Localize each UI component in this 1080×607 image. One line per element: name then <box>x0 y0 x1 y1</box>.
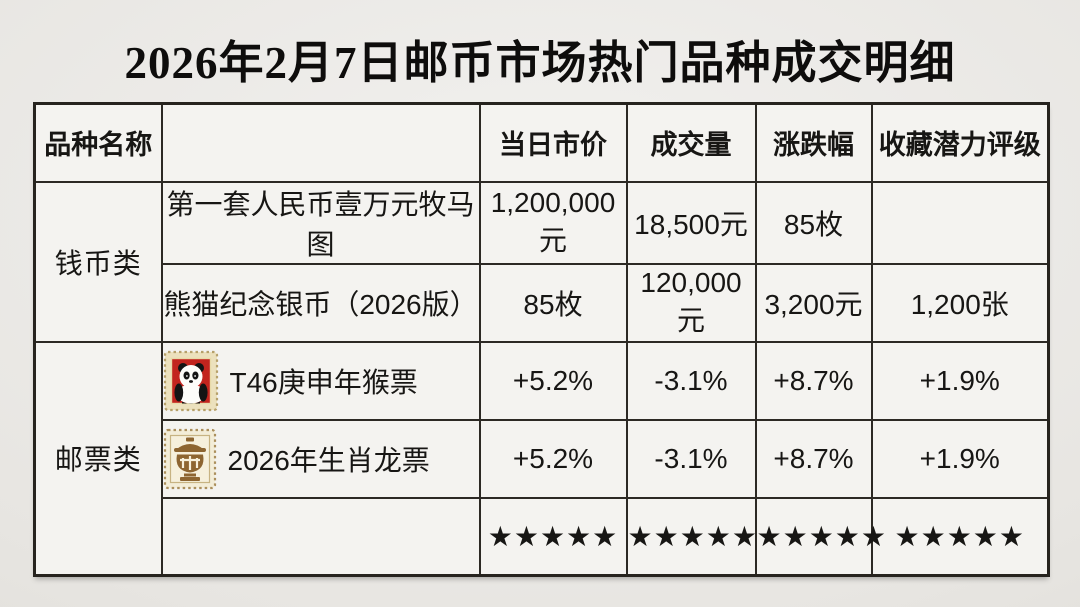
row-dragon-stamp: 2026年生肖龙票 +5.2% -3.1% +8.7% +1.9% <box>35 418 1050 499</box>
header-volume: 成交量 <box>625 102 757 183</box>
cell-change: 85枚 <box>754 180 873 265</box>
cell-volume: -3.1% <box>625 418 757 499</box>
cell-rating <box>870 180 1050 265</box>
item-name-label: 2026年生肖龙票 <box>227 444 430 476</box>
header-row: 品种名称 当日市价 成交量 涨跌幅 收藏潜力评级 <box>33 102 1050 183</box>
cell-change: 3,200元 <box>754 262 873 343</box>
cell-change: +8.7% <box>754 418 873 499</box>
category-coins: 钱币类 <box>33 180 163 343</box>
item-name-label: T46庚申年猴票 <box>229 366 418 398</box>
star-rating: ★★★★★ <box>754 496 886 577</box>
row-monkey-stamp: 邮票类 <box>33 340 1050 577</box>
cell-change: +8.7% <box>754 340 873 421</box>
header-variety-name-sub <box>160 102 481 183</box>
item-name-dragon-stamp: 2026年生肖龙票 <box>160 418 481 499</box>
header-change: 涨跌幅 <box>754 102 873 183</box>
star-rating: ★★★★★ <box>625 496 757 577</box>
row-panda-coin: 熊猫纪念银币（2026版） 85枚 120,000元 3,200元 1,200张 <box>35 262 1050 343</box>
cell-volume: 18,500元 <box>625 180 757 265</box>
dragon-stamp-icon <box>163 428 216 489</box>
item-name-panda-coin: 熊猫纪念银币（2026版） <box>160 262 481 343</box>
cell-rating: 1,200张 <box>870 262 1050 343</box>
header-variety-name: 品种名称 <box>33 102 163 183</box>
panda-stamp-icon <box>163 350 218 411</box>
page-title: 2026年2月7日邮币市场热门品种成交明细 <box>124 38 956 88</box>
category-stamps: 邮票类 <box>33 340 163 577</box>
cell-volume: -3.1% <box>625 340 757 421</box>
market-table: 品种名称 当日市价 成交量 涨跌幅 收藏潜力评级 钱币类 第一套人民币壹万元牧马… <box>33 102 1050 577</box>
star-rating: ★★★★★ <box>478 496 628 577</box>
cell-price: +5.2% <box>478 340 628 421</box>
cell-rating: +1.9% <box>870 340 1050 421</box>
star-rating: ★★★★★ <box>870 496 1050 577</box>
cell-price: 1,200,000元 <box>478 180 628 265</box>
item-name-muma: 第一套人民币壹万元牧马图 <box>160 180 481 265</box>
header-day-price: 当日市价 <box>478 102 628 183</box>
cell-rating: +1.9% <box>870 418 1050 499</box>
item-name-empty <box>160 496 481 577</box>
row-muma-note: 钱币类 第一套人民币壹万元牧马图 1,200,000元 18,500元 85枚 <box>33 180 1050 343</box>
header-rating: 收藏潜力评级 <box>870 102 1050 183</box>
cell-price: +5.2% <box>478 418 628 499</box>
cell-price: 85枚 <box>478 262 628 343</box>
item-name-monkey-stamp: T46庚申年猴票 <box>160 340 481 421</box>
row-star-ratings: ★★★★★ ★★★★★ ★★★★★ ★★★★★ <box>35 496 1050 577</box>
cell-volume: 120,000元 <box>625 262 757 343</box>
